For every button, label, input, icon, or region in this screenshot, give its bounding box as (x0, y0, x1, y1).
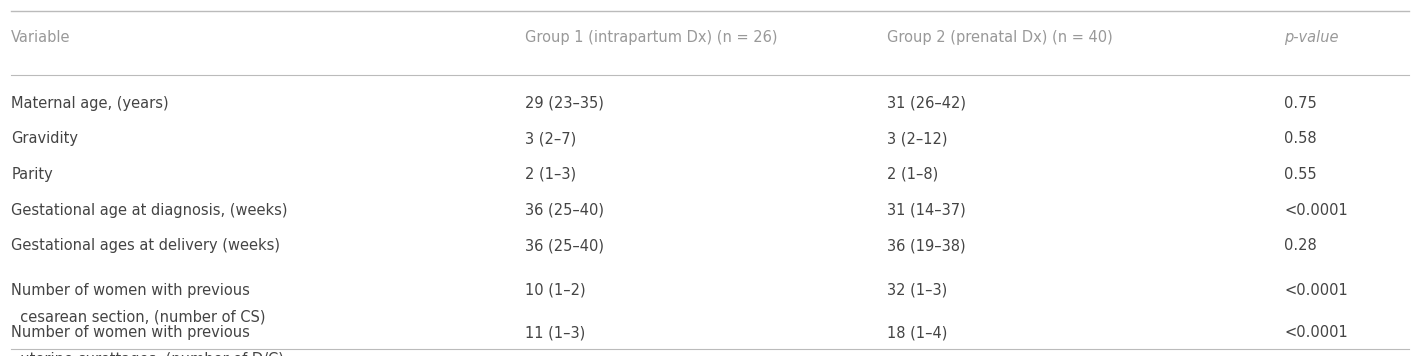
Text: 3 (2–12): 3 (2–12) (887, 131, 948, 146)
Text: Gravidity: Gravidity (11, 131, 78, 146)
Text: 31 (26–42): 31 (26–42) (887, 96, 966, 111)
Text: Number of women with previous: Number of women with previous (11, 325, 250, 340)
Text: 0.75: 0.75 (1284, 96, 1317, 111)
Text: Number of women with previous: Number of women with previous (11, 283, 250, 298)
Text: 0.28: 0.28 (1284, 238, 1317, 253)
Text: Gestational age at diagnosis, (weeks): Gestational age at diagnosis, (weeks) (11, 203, 288, 218)
Text: 29 (23–35): 29 (23–35) (525, 96, 604, 111)
Text: Group 2 (prenatal Dx) (n = 40): Group 2 (prenatal Dx) (n = 40) (887, 30, 1112, 45)
Text: 0.58: 0.58 (1284, 131, 1317, 146)
Text: Maternal age, (years): Maternal age, (years) (11, 96, 169, 111)
Text: 18 (1–4): 18 (1–4) (887, 325, 948, 340)
Text: <0.0001: <0.0001 (1284, 325, 1348, 340)
Text: 36 (25–40): 36 (25–40) (525, 238, 604, 253)
Text: 36 (25–40): 36 (25–40) (525, 203, 604, 218)
Text: Variable: Variable (11, 30, 71, 45)
Text: p-value: p-value (1284, 30, 1338, 45)
Text: 10 (1–2): 10 (1–2) (525, 283, 586, 298)
Text: 3 (2–7): 3 (2–7) (525, 131, 576, 146)
Text: 2 (1–3): 2 (1–3) (525, 167, 576, 182)
Text: 11 (1–3): 11 (1–3) (525, 325, 585, 340)
Text: uterine curettages, (number of D/C): uterine curettages, (number of D/C) (11, 352, 284, 356)
Text: 2 (1–8): 2 (1–8) (887, 167, 938, 182)
Text: cesarean section, (number of CS): cesarean section, (number of CS) (11, 309, 265, 324)
Text: 0.55: 0.55 (1284, 167, 1317, 182)
Text: Gestational ages at delivery (weeks): Gestational ages at delivery (weeks) (11, 238, 281, 253)
Text: 31 (14–37): 31 (14–37) (887, 203, 965, 218)
Text: Group 1 (intrapartum Dx) (n = 26): Group 1 (intrapartum Dx) (n = 26) (525, 30, 778, 45)
Text: Parity: Parity (11, 167, 53, 182)
Text: 36 (19–38): 36 (19–38) (887, 238, 965, 253)
Text: 32 (1–3): 32 (1–3) (887, 283, 946, 298)
Text: <0.0001: <0.0001 (1284, 283, 1348, 298)
Text: <0.0001: <0.0001 (1284, 203, 1348, 218)
